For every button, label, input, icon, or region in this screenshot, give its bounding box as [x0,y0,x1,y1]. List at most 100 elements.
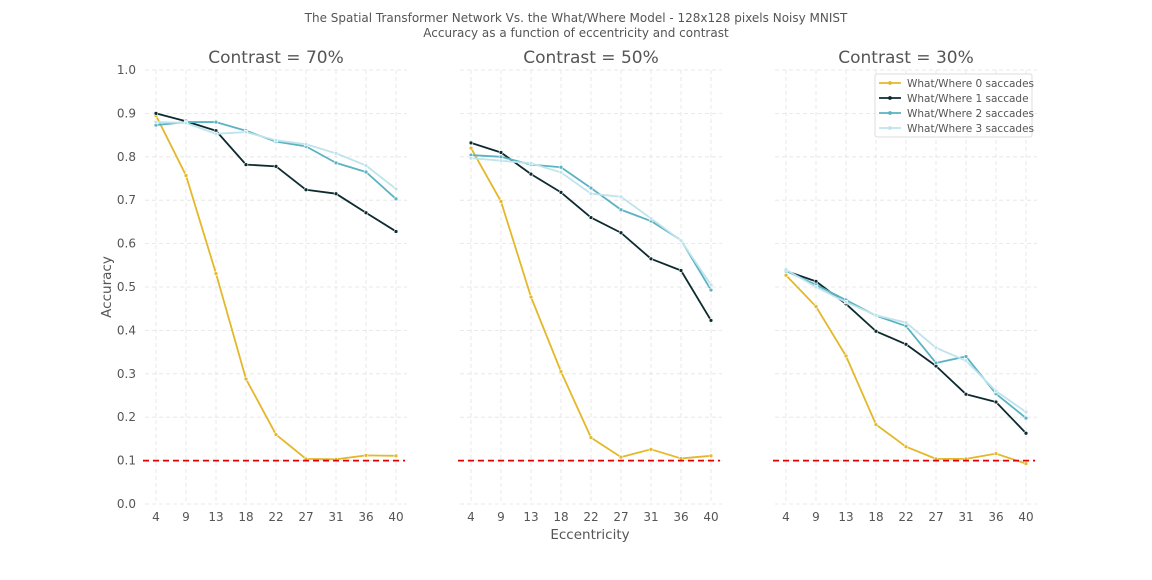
legend-marker [888,96,892,100]
y-tick-label: 0.2 [117,410,136,424]
data-point [648,256,654,261]
y-tick-label: 0.7 [117,193,136,207]
data-point [213,119,219,125]
legend: What/Where 0 saccades What/Where 1 saccad… [874,73,1034,138]
data-point [708,318,714,323]
x-tick-label: 40 [388,510,403,524]
data-point [498,150,504,155]
data-point [393,186,399,192]
panel-3: Contrast = 30% 4 9 13 18 22 27 31 36 40 [773,48,1037,524]
data-point [1023,461,1029,466]
data-point [933,345,939,350]
x-tick-label: 13 [523,510,538,524]
data-point [843,299,849,305]
data-point [963,354,969,359]
data-point [648,216,654,221]
data-point [558,170,564,175]
legend-label: What/Where 3 saccades [907,123,1034,135]
legend-box [874,73,1033,138]
data-point [363,163,369,168]
x-tick-label: 4 [782,510,790,524]
data-point [333,191,339,196]
data-point [243,129,249,135]
series-2 [468,152,714,293]
data-point [528,171,534,177]
data-point [558,190,564,195]
x-axis-label: Eccentricity [550,527,629,543]
data-point [903,342,909,347]
data-point [468,155,474,161]
x-tick-label: 27 [298,510,313,524]
data-point [333,160,339,166]
x-tick-label: 18 [238,510,253,524]
data-point [873,329,879,334]
data-point [243,376,249,382]
legend-entry: What/Where 0 saccades [879,78,1034,90]
data-point [468,140,474,146]
x-tick-label: 4 [152,510,160,524]
x-tick-label: 36 [673,510,688,524]
data-point [393,229,399,234]
data-point [558,369,564,374]
data-point [1023,409,1029,415]
legend-label: What/Where 0 saccades [907,78,1034,90]
data-point [183,173,189,178]
panel-title: Contrast = 30% [838,48,973,68]
data-point [933,360,939,366]
data-point [273,432,279,437]
data-point [993,388,999,394]
data-point [963,358,969,363]
series-3 [153,119,399,192]
data-point [558,165,564,170]
data-point [273,138,279,143]
x-tick-label: 31 [958,510,973,524]
x-tick-label: 9 [182,510,190,524]
data-point [333,151,339,156]
data-point [813,284,819,290]
data-point [993,451,999,456]
legend-marker [888,81,892,85]
data-point [303,142,309,147]
series-3 [468,155,714,288]
data-point [363,169,369,175]
data-point [678,268,684,273]
data-point [363,210,369,215]
x-tick-label: 40 [1018,510,1033,524]
data-point [213,131,219,136]
legend-entry: What/Where 2 saccades [879,108,1034,120]
legend-entry: What/Where 1 saccade [879,93,1029,105]
panel-2: Contrast = 50% 4 9 13 18 22 27 31 36 40 [458,48,722,524]
panel-title: Contrast = 70% [208,48,343,68]
data-point [783,273,789,278]
x-tick-label: 40 [703,510,718,524]
x-tick-label: 13 [208,510,223,524]
data-point [618,194,624,199]
series-0 [468,145,714,461]
data-point [588,185,594,191]
chart-title: The Spatial Transformer Network Vs. the … [304,11,848,25]
data-point [588,191,594,196]
x-tick-label: 18 [553,510,568,524]
x-tick-label: 9 [812,510,820,524]
panel-1: Contrast = 70% 0.0 0.1 0.2 0.3 0.4 0.5 0.6 0.7 0.… [117,48,407,524]
x-tick-label: 22 [268,510,283,524]
x-tick-label: 27 [928,510,943,524]
data-point [588,435,594,440]
data-point [708,287,714,293]
x-tick-label: 27 [613,510,628,524]
data-point [678,238,684,243]
data-point [528,161,534,166]
legend-marker [888,111,892,115]
data-point [708,282,714,288]
data-point [843,353,849,359]
data-point [648,447,654,452]
data-point [153,119,159,125]
x-tick-label: 22 [583,510,598,524]
x-tick-label: 31 [328,510,343,524]
data-point [873,422,879,427]
data-point [618,230,624,235]
data-point [393,196,399,202]
x-tick-label: 31 [643,510,658,524]
